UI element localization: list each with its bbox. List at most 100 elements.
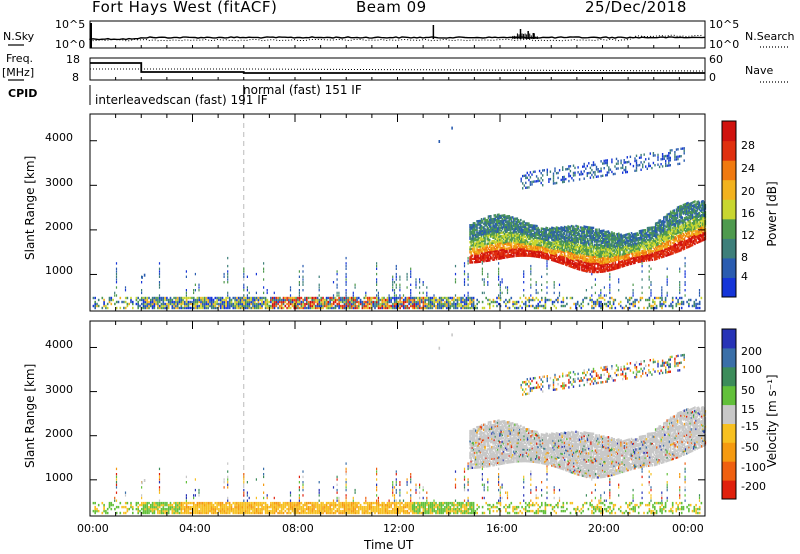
data-cell	[297, 297, 299, 299]
data-cell	[565, 255, 567, 257]
data-cell	[642, 262, 643, 264]
data-cell	[116, 262, 117, 264]
data-cell	[441, 297, 443, 299]
data-cell	[509, 307, 511, 309]
data-cell	[392, 297, 394, 299]
data-cell	[679, 268, 680, 270]
data-cell	[349, 297, 351, 299]
data-cell	[520, 297, 522, 299]
data-cell	[159, 262, 160, 264]
data-cell	[356, 305, 358, 307]
data-cell	[390, 305, 392, 307]
data-cell	[609, 284, 610, 286]
data-cell	[141, 297, 143, 299]
data-cell	[645, 299, 647, 301]
data-cell	[471, 297, 473, 299]
data-cell	[301, 301, 303, 303]
data-cell	[331, 303, 333, 305]
data-cell	[299, 284, 300, 286]
data-cell	[672, 305, 674, 307]
data-cell	[627, 299, 629, 301]
data-cell	[688, 303, 690, 305]
data-cell	[335, 297, 337, 299]
data-cell	[629, 307, 631, 309]
data-cell	[161, 297, 163, 299]
data-cell	[642, 297, 644, 299]
data-cell	[396, 276, 397, 278]
data-cell	[502, 278, 503, 280]
data-cell	[112, 299, 114, 301]
data-cell	[245, 297, 247, 299]
data-cell	[550, 299, 552, 301]
data-cell	[664, 221, 666, 223]
data-cell	[396, 297, 398, 299]
data-cell	[243, 273, 244, 275]
data-cell	[256, 273, 257, 275]
data-cell	[310, 301, 312, 303]
data-cell	[259, 303, 261, 305]
data-cell	[650, 268, 651, 270]
data-cell	[195, 284, 196, 286]
data-cell	[363, 301, 365, 303]
data-cell	[249, 292, 250, 294]
data-cell	[676, 303, 678, 305]
data-cell	[667, 294, 668, 296]
data-cell	[392, 281, 393, 283]
data-cell	[546, 260, 547, 262]
data-cell	[299, 292, 300, 294]
data-cell	[116, 276, 117, 278]
data-cell	[534, 299, 536, 301]
data-cell	[346, 262, 347, 264]
data-cell	[267, 299, 269, 301]
data-cell	[520, 305, 522, 307]
data-cell	[270, 297, 272, 299]
data-cell	[500, 281, 501, 283]
data-cell	[137, 301, 139, 303]
data-cell	[392, 289, 393, 291]
data-cell	[267, 292, 268, 294]
data-cell	[137, 297, 139, 299]
data-cell	[607, 301, 609, 303]
data-cell	[685, 284, 686, 286]
data-cell	[496, 301, 498, 303]
data-cell	[362, 301, 364, 303]
data-cell	[407, 286, 408, 288]
data-cell	[392, 276, 393, 278]
data-cell	[685, 270, 686, 272]
data-cell	[148, 297, 150, 299]
data-cell	[141, 303, 143, 305]
data-cell	[369, 297, 371, 299]
data-cell	[685, 273, 686, 275]
data-cell	[552, 301, 554, 303]
data-cell	[263, 286, 264, 288]
data-cell	[507, 292, 508, 294]
data-cell	[342, 305, 344, 307]
data-cell	[536, 281, 537, 283]
data-cell	[433, 294, 434, 296]
data-cell	[410, 268, 411, 270]
data-cell	[376, 265, 377, 267]
data-cell	[546, 292, 547, 294]
data-cell	[581, 307, 583, 309]
data-cell	[694, 301, 696, 303]
data-cell	[283, 307, 285, 309]
data-cell	[159, 305, 161, 307]
data-cell	[299, 307, 301, 309]
data-cell	[664, 228, 666, 230]
data-cell	[516, 301, 518, 303]
data-cell	[385, 299, 387, 301]
data-cell	[353, 294, 354, 296]
data-cell	[487, 281, 488, 283]
data-cell	[685, 281, 686, 283]
data-cell	[546, 281, 547, 283]
data-cell	[620, 305, 622, 307]
data-cell	[455, 294, 456, 296]
data-cell	[207, 297, 209, 299]
data-cell	[450, 297, 452, 299]
data-cell	[415, 281, 416, 283]
data-cell	[636, 299, 638, 301]
data-cell	[159, 268, 160, 270]
data-cell	[512, 301, 514, 303]
data-cell	[514, 301, 516, 303]
data-cell	[337, 278, 338, 280]
